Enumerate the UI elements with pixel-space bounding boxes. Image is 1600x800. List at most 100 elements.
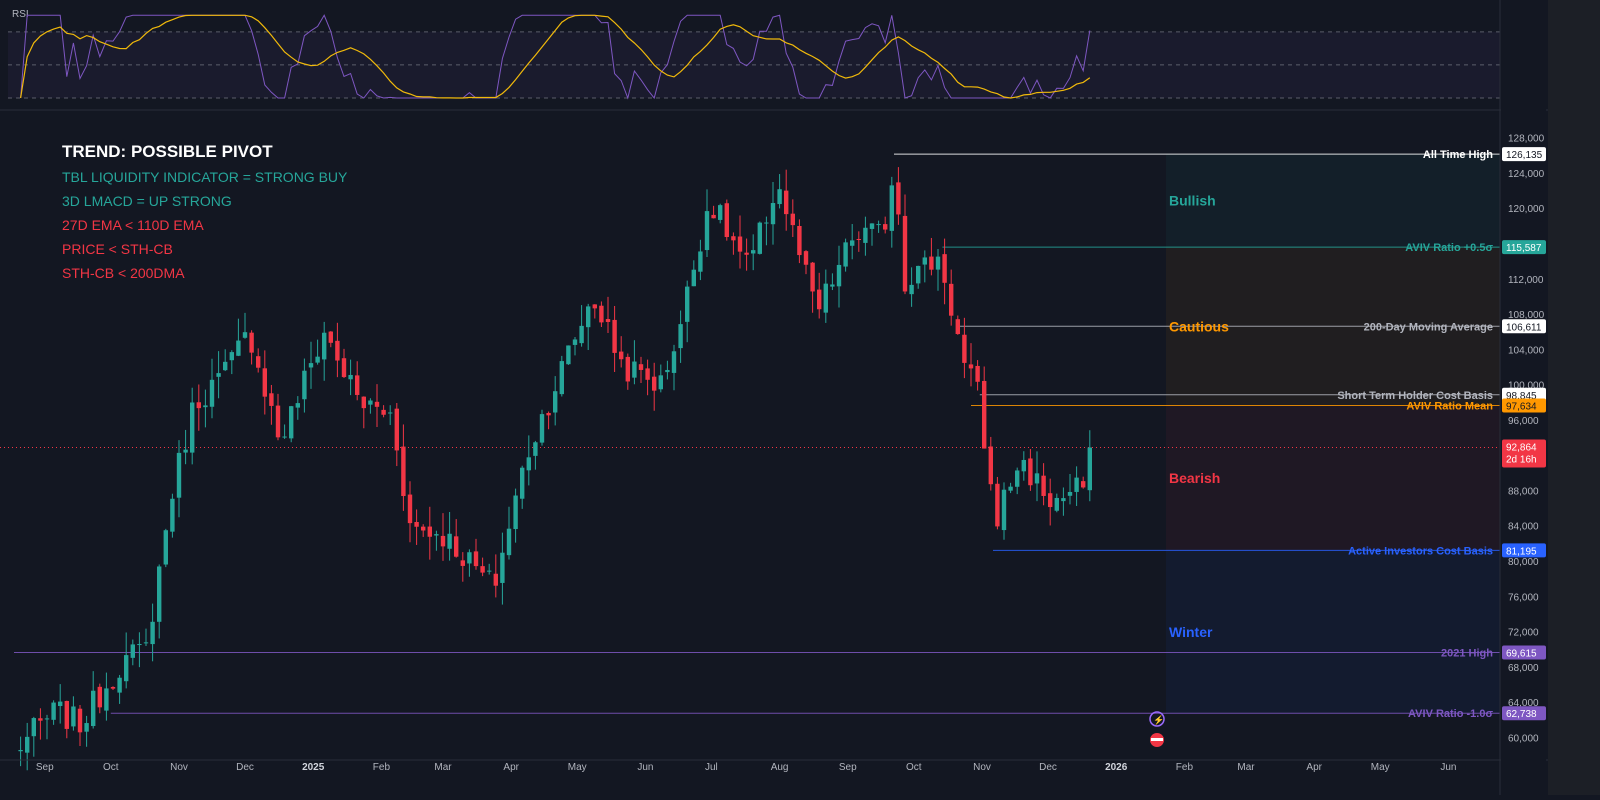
candle-body xyxy=(830,284,835,287)
candle-body xyxy=(863,227,868,243)
candle-body xyxy=(1008,486,1013,491)
candle-body xyxy=(18,749,23,752)
candle-body xyxy=(988,446,993,485)
candle-body xyxy=(632,361,637,378)
candle-body xyxy=(817,289,822,310)
candle-body xyxy=(513,495,518,530)
candle-body xyxy=(1001,489,1007,531)
trend-line-ema: 27D EMA < 110D EMA xyxy=(62,217,204,233)
candle-body xyxy=(203,405,208,408)
candle-body xyxy=(97,686,102,708)
price-tick: 76,000 xyxy=(1508,592,1539,603)
candle-body xyxy=(1021,459,1026,472)
flash-event-icon[interactable] xyxy=(1149,711,1165,727)
candle-body xyxy=(737,236,743,252)
candle-body xyxy=(1074,477,1079,492)
candle-body xyxy=(916,265,921,284)
candle-body xyxy=(77,708,83,733)
candle-body xyxy=(619,351,624,360)
candle-body xyxy=(1015,470,1020,487)
last-price-label: 92,864 xyxy=(1506,443,1537,454)
level-short-term-holder-cost-basis-tag-bg xyxy=(1502,387,1546,402)
candle-body xyxy=(665,369,670,373)
level-aviv-ratio-0-5--tag: 115,587 xyxy=(1506,243,1542,254)
candle-body xyxy=(777,189,782,205)
candle-body xyxy=(361,396,366,409)
price-tick: 112,000 xyxy=(1508,275,1544,286)
candle-body xyxy=(183,449,188,453)
candle-body xyxy=(1028,458,1033,486)
candle-body xyxy=(896,182,901,215)
trend-line-sthcb-200dma: STH-CB < 200DMA xyxy=(62,265,185,281)
time-axis-label: Mar xyxy=(1237,762,1255,773)
level-200-day-moving-average-tag-bg xyxy=(1502,319,1546,334)
candle-body xyxy=(328,331,333,343)
candle-body xyxy=(902,215,908,292)
zone-label-winter: Winter xyxy=(1169,624,1213,640)
candle-body xyxy=(935,256,941,270)
rsi-ma-line xyxy=(20,14,1091,99)
candle-body xyxy=(493,573,498,586)
candle-body xyxy=(269,393,274,406)
candle-body xyxy=(784,190,789,215)
level-aviv-ratio-0-5--label: AVIV Ratio +0.5σ xyxy=(1405,242,1493,254)
candle-body xyxy=(71,706,76,727)
lightning-icon: ⚡ xyxy=(1153,714,1164,726)
candle-body xyxy=(348,374,353,380)
time-axis-label: Mar xyxy=(434,762,452,773)
candle-body xyxy=(447,533,452,549)
candle-body xyxy=(242,332,248,338)
price-tick: 96,000 xyxy=(1508,416,1539,427)
level-all-time-high-tag: 126,135 xyxy=(1506,150,1543,161)
candle-body xyxy=(850,240,855,246)
candle-body xyxy=(229,352,234,361)
candle-body xyxy=(790,213,795,226)
candle-body xyxy=(744,252,749,255)
candle-body xyxy=(1067,491,1073,496)
candle-body xyxy=(704,211,710,251)
candle-body xyxy=(150,621,155,645)
price-tick: 72,000 xyxy=(1508,628,1539,639)
candle-body xyxy=(460,560,465,566)
candle-body xyxy=(223,361,228,371)
time-axis-label: 2026 xyxy=(1105,762,1128,773)
candle-body xyxy=(394,408,399,451)
time-axis-label: Nov xyxy=(973,762,991,773)
candle-body xyxy=(401,446,406,497)
price-tick: 64,000 xyxy=(1508,698,1539,709)
price-tick: 68,000 xyxy=(1508,663,1539,674)
level-2021-high-label: 2021 High xyxy=(1441,648,1493,660)
trend-line-lmacd: 3D LMACD = UP STRONG xyxy=(62,193,232,209)
candle-body xyxy=(982,380,987,449)
candle-body xyxy=(955,319,960,335)
candle-body xyxy=(658,375,663,390)
level-200-day-moving-average-tag: 106,611 xyxy=(1506,322,1542,333)
candle-body xyxy=(216,373,221,377)
candle-body xyxy=(64,700,69,729)
zone-label-bearish: Bearish xyxy=(1169,470,1220,486)
level-aviv-ratio-mean-tag-bg xyxy=(1502,398,1546,413)
candle-body xyxy=(308,363,314,368)
zone-winter xyxy=(1166,550,1500,714)
last-price-tag-bg xyxy=(1502,439,1546,468)
candle-body xyxy=(282,436,287,438)
candle-body xyxy=(143,642,149,644)
time-axis-label: Sep xyxy=(36,762,54,773)
candle-body xyxy=(302,370,307,400)
candle-body xyxy=(823,283,828,313)
price-tick: 104,000 xyxy=(1508,345,1545,356)
level-all-time-high-label: All Time High xyxy=(1423,149,1493,161)
time-axis-label: Feb xyxy=(1176,762,1194,773)
candle-body xyxy=(91,690,96,727)
candle-body xyxy=(962,334,967,363)
candle-body xyxy=(685,286,690,322)
level-aviv-ratio-1-0--label: AVIV Ratio -1.0σ xyxy=(1408,708,1493,720)
candle-body xyxy=(605,319,611,322)
candle-body xyxy=(539,414,545,443)
last-price-countdown: 2d 16h xyxy=(1506,455,1537,466)
candle-body xyxy=(440,535,446,547)
candle-body xyxy=(553,391,558,413)
candle-body xyxy=(691,269,696,287)
candle-body xyxy=(1048,493,1053,508)
